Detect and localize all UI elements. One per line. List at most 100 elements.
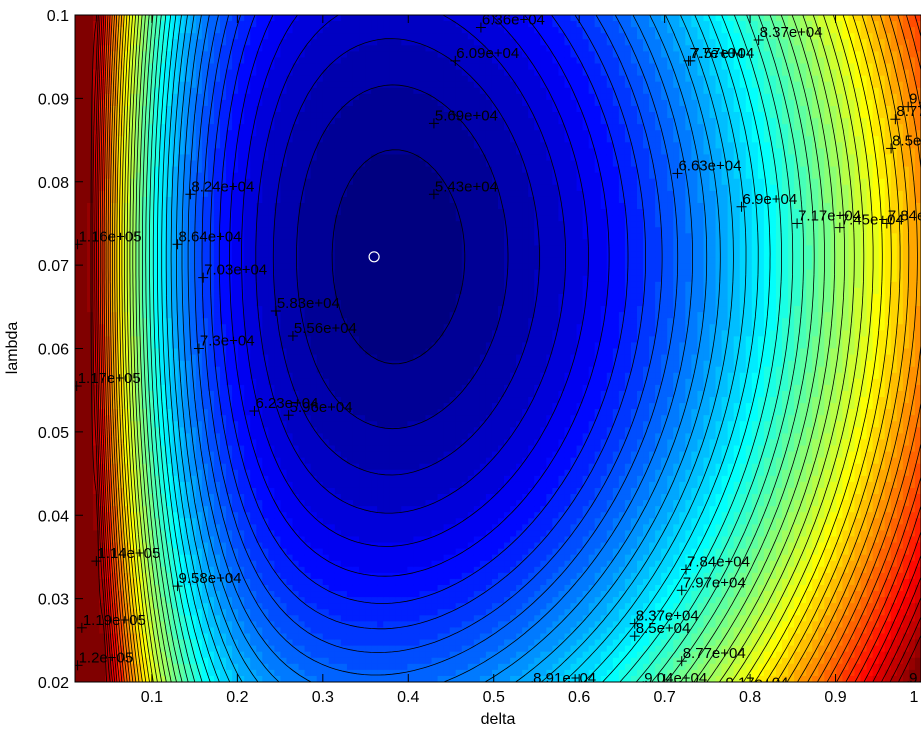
- contour-cell: [171, 663, 179, 671]
- contour-cell: [340, 403, 348, 410]
- contour-cell: [81, 63, 88, 71]
- contour-cell: [262, 306, 269, 313]
- contour-cell: [316, 148, 324, 156]
- contour-cell: [298, 63, 306, 71]
- contour-cell: [268, 421, 276, 428]
- contour-cell: [153, 196, 161, 204]
- contour-cell: [213, 475, 221, 483]
- contour-cell: [183, 257, 191, 265]
- contour-cell: [81, 487, 88, 495]
- contour-cell: [244, 475, 251, 483]
- contour-cell: [177, 433, 185, 441]
- contour-cell: [262, 87, 269, 95]
- contour-cell: [213, 384, 221, 392]
- contour-cell: [135, 105, 143, 113]
- contour-cell: [310, 202, 318, 210]
- contour-cell: [165, 409, 173, 416]
- contour-cell: [286, 330, 294, 337]
- contour-cell: [232, 233, 239, 240]
- contour-cell: [220, 597, 227, 604]
- contour-cell: [244, 494, 251, 501]
- contour-cell: [117, 500, 124, 507]
- contour-cell: [298, 202, 306, 210]
- contour-cell: [75, 196, 82, 204]
- contour-cell: [280, 293, 288, 301]
- contour-cell: [316, 506, 324, 513]
- contour-cell: [280, 669, 288, 677]
- contour-cell: [177, 118, 185, 125]
- contour-cell: [159, 530, 167, 538]
- contour-cell: [171, 506, 179, 513]
- contour-cell: [93, 348, 100, 356]
- contour-cell: [207, 433, 215, 441]
- contour-cell: [262, 403, 269, 410]
- contour-cell: [298, 196, 306, 204]
- contour-cell: [274, 336, 282, 344]
- contour-cell: [111, 554, 118, 562]
- contour-cell: [105, 360, 112, 368]
- contour-cell: [189, 500, 197, 507]
- contour-cell: [117, 506, 124, 513]
- contour-cell: [220, 560, 227, 568]
- contour-cell: [238, 500, 245, 507]
- contour-cell: [292, 63, 300, 71]
- contour-cell: [189, 330, 197, 337]
- contour-cell: [280, 506, 288, 513]
- contour-cell: [226, 669, 233, 677]
- contour-cell: [111, 669, 118, 677]
- contour-cell: [262, 99, 269, 107]
- contour-cell: [280, 487, 288, 495]
- contour-cell: [153, 275, 161, 283]
- contour-cell: [328, 669, 336, 677]
- contour-cell: [304, 93, 312, 101]
- contour-cell: [141, 627, 149, 635]
- contour-cell: [111, 27, 118, 34]
- contour-cell: [165, 172, 173, 180]
- contour-cell: [141, 190, 149, 198]
- contour-cell: [232, 439, 239, 447]
- contour-cell: [232, 494, 239, 501]
- contour-cell: [220, 312, 227, 319]
- contour-cell: [262, 427, 269, 434]
- contour-cell: [280, 421, 288, 428]
- contour-cell: [189, 196, 197, 204]
- contour-cell: [322, 494, 330, 501]
- contour-cell: [220, 93, 227, 101]
- contour-cell: [99, 645, 106, 653]
- contour-cell: [298, 318, 306, 325]
- contour-cell: [183, 421, 191, 428]
- contour-cell: [262, 312, 269, 319]
- contour-cell: [346, 142, 354, 149]
- contour-cell: [310, 433, 318, 441]
- contour-cell: [262, 287, 269, 295]
- contour-cell: [165, 445, 173, 453]
- contour-cell: [256, 251, 263, 259]
- contour-cell: [117, 202, 124, 210]
- contour-cell: [153, 221, 161, 228]
- contour-cell: [334, 378, 342, 386]
- contour-cell: [304, 105, 312, 113]
- contour-cell: [123, 87, 130, 95]
- contour-cell: [238, 615, 245, 622]
- contour-cell: [183, 475, 191, 483]
- contour-cell: [298, 33, 306, 40]
- contour-cell: [87, 378, 94, 386]
- contour-cell: [189, 457, 197, 465]
- contour-cell: [165, 627, 173, 635]
- contour-cell: [141, 597, 149, 604]
- contour-cell: [195, 603, 203, 610]
- contour-cell: [87, 269, 94, 277]
- contour-cell: [87, 245, 94, 253]
- contour-cell: [171, 227, 179, 234]
- contour-cell: [274, 621, 282, 629]
- contour-cell: [304, 227, 312, 234]
- contour-cell: [274, 445, 282, 453]
- contour-cell: [87, 584, 94, 592]
- contour-cell: [268, 275, 276, 283]
- contour-cell: [147, 245, 155, 253]
- contour-cell: [189, 409, 197, 416]
- contour-cell: [262, 633, 269, 641]
- contour-cell: [195, 312, 203, 319]
- contour-cell: [322, 178, 330, 186]
- contour-cell: [147, 306, 155, 313]
